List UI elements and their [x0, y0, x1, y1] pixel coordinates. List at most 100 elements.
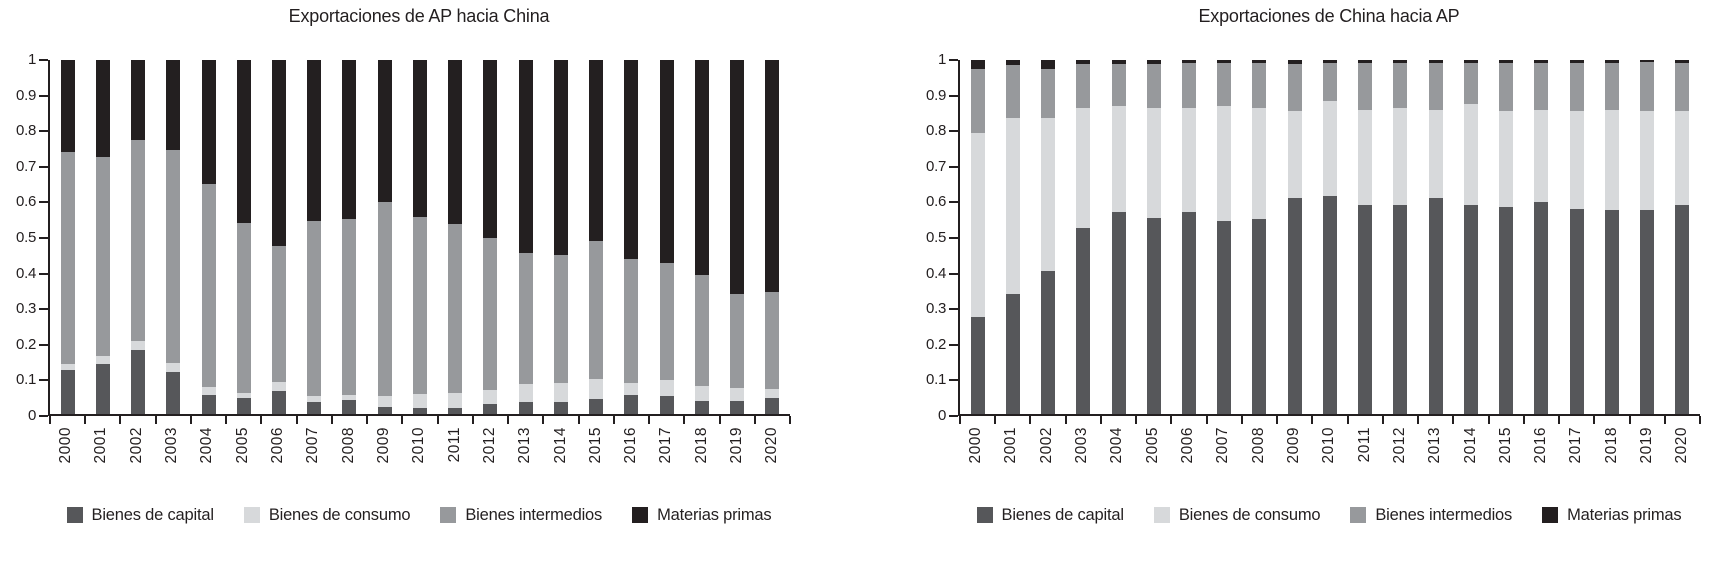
segment-capital	[95, 364, 110, 414]
x-tick	[189, 416, 192, 424]
segment-primas	[201, 60, 216, 184]
bar-slot	[1665, 60, 1700, 414]
x-label-slot: 2007	[1205, 427, 1240, 503]
segment-intermedios	[1428, 62, 1443, 110]
bar-slot	[508, 60, 543, 414]
segment-consumo	[1182, 107, 1197, 213]
segment-capital	[1640, 210, 1655, 414]
segment-intermedios	[131, 139, 146, 342]
bar-2014	[553, 60, 568, 414]
bar-slot	[1312, 60, 1347, 414]
x-tick	[225, 416, 228, 424]
segment-primas	[1534, 60, 1549, 63]
segment-consumo	[412, 394, 427, 409]
segment-intermedios	[1287, 63, 1302, 112]
bar-2019	[1640, 60, 1655, 414]
segment-intermedios	[483, 238, 498, 391]
segment-consumo	[60, 364, 75, 370]
segment-primas	[166, 60, 181, 151]
bar-2017	[1569, 60, 1584, 414]
bars	[50, 60, 790, 414]
segment-capital	[1358, 205, 1373, 414]
y-tick	[949, 308, 958, 311]
chart-title: Exportaciones de China hacia AP	[1198, 6, 1460, 26]
x-tick-label: 2003	[162, 427, 180, 464]
x-tick	[1487, 416, 1490, 424]
segment-intermedios	[694, 274, 709, 387]
y-tick-label: 0.5	[16, 229, 36, 247]
segment-consumo	[1322, 100, 1337, 197]
bar-2013	[1428, 60, 1443, 414]
x-tick	[49, 416, 51, 424]
segment-capital	[1569, 208, 1584, 414]
segment-intermedios	[95, 157, 110, 356]
x-label-slot: 2004	[189, 427, 224, 503]
plot-area	[48, 60, 791, 424]
segment-primas	[1217, 60, 1232, 63]
x-label-slot: 2014	[543, 427, 578, 503]
segment-primas	[1393, 60, 1408, 63]
y-tick	[949, 201, 958, 204]
chart-panel-left: Exportaciones de AP hacia China 1 0.9 0.8 0…	[16, 6, 791, 525]
bar-2009	[377, 60, 392, 414]
bar-2012	[483, 60, 498, 414]
chart-title: Exportaciones de AP hacia China	[288, 6, 550, 26]
bar-2018	[694, 60, 709, 414]
bar-2015	[589, 60, 604, 414]
segment-intermedios	[589, 241, 604, 380]
x-label-slot: 2019	[1629, 427, 1664, 503]
bar-slot	[191, 60, 226, 414]
x-label-slot: 2012	[1382, 427, 1417, 503]
bar-slot	[960, 60, 995, 414]
y-tick-label: 0.2	[926, 335, 946, 353]
x-label-slot: 2009	[366, 427, 401, 503]
x-tick-label: 2003	[1072, 427, 1090, 464]
bar-slot	[1489, 60, 1524, 414]
segment-capital	[1146, 217, 1161, 414]
segment-capital	[1499, 206, 1514, 414]
segment-consumo	[236, 392, 251, 399]
segment-primas	[1499, 60, 1514, 63]
y-tick	[39, 272, 48, 275]
segment-capital	[1428, 198, 1443, 414]
x-tick-label: 2019	[728, 427, 746, 464]
x-label-slot: 2000	[958, 427, 993, 503]
y-tick	[949, 415, 958, 417]
bar-slot	[367, 60, 402, 414]
x-label-slot: 2020	[1665, 427, 1700, 503]
x-tick	[959, 416, 961, 424]
bar-2010	[1322, 60, 1337, 414]
segment-intermedios	[730, 293, 745, 389]
bar-slot	[1453, 60, 1488, 414]
x-tick-label: 2004	[198, 427, 216, 464]
segment-intermedios	[553, 255, 568, 383]
bar-slot	[226, 60, 261, 414]
chart-panel-right: Exportaciones de China hacia AP 1 0.9 0.8 0…	[855, 0, 1710, 562]
x-tick-label: 2016	[622, 427, 640, 464]
segment-consumo	[589, 379, 604, 399]
y-tick	[39, 130, 48, 133]
segment-consumo	[1534, 109, 1549, 202]
x-tick-label: 2007	[304, 427, 322, 464]
x-tick-label: 2009	[374, 427, 392, 464]
segment-consumo	[377, 396, 392, 407]
segment-consumo	[483, 390, 498, 405]
bar-slot	[1383, 60, 1418, 414]
x-label-slot: 2007	[295, 427, 330, 503]
bar-2007	[307, 60, 322, 414]
x-tick-label: 2004	[1108, 427, 1126, 464]
x-tick	[1699, 416, 1701, 424]
segment-intermedios	[1640, 61, 1655, 112]
segment-primas	[1252, 60, 1267, 63]
legend-item: Bienes de capital	[66, 506, 214, 525]
plot-area	[958, 60, 1701, 424]
legend-swatch-consumo	[243, 507, 260, 523]
segment-intermedios	[1322, 62, 1337, 101]
segment-primas	[1428, 60, 1443, 63]
segment-capital	[1182, 212, 1197, 414]
legend-label: Bienes de capital	[1001, 505, 1124, 524]
bar-2012	[1393, 60, 1408, 414]
x-tick-label: 2006	[268, 427, 286, 464]
chart-title-row: Exportaciones de China hacia AP	[958, 6, 1700, 27]
